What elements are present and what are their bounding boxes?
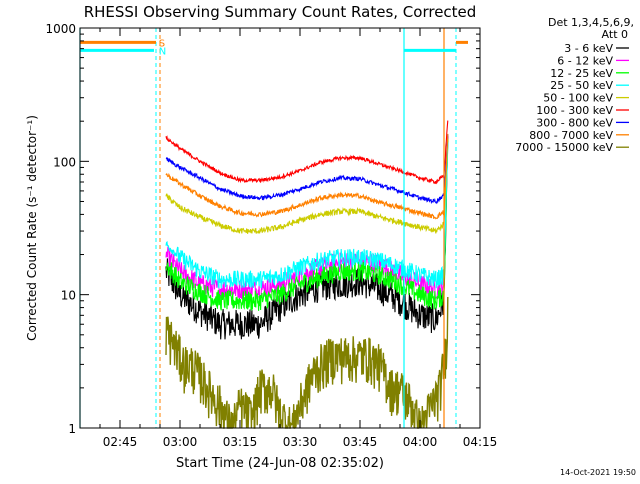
legend-label-4: 25 - 50 keV — [550, 79, 613, 92]
legend-header-line-2: Att 0 — [602, 28, 628, 41]
chart-title: RHESSI Observing Summary Count Rates, Co… — [84, 3, 477, 21]
legend-label-2: 6 - 12 keV — [557, 54, 613, 67]
series-line-6 — [165, 120, 449, 185]
x-tick-label-5: 03:45 — [343, 435, 378, 449]
series-line-9 — [165, 296, 449, 429]
annotation-n-label: N — [159, 46, 166, 57]
x-axis-label: Start Time (24-Jun-08 02:35:02) — [176, 456, 384, 471]
series-line-2 — [165, 135, 449, 301]
y-tick-label-2: 10 — [61, 289, 76, 303]
plot-area: SN 1 10 100 1000 02:45 03:00 03:15 03:30 03:45 04:… — [45, 22, 497, 449]
y-tick-label-4: 1000 — [45, 22, 76, 36]
legend-label-8: 800 - 7000 keV — [529, 129, 613, 142]
series-line-3 — [165, 139, 449, 312]
legend-label-6: 100 - 300 keV — [536, 104, 613, 117]
x-tick-label-4: 03:30 — [283, 435, 318, 449]
y-tick-label-1: 1 — [68, 422, 76, 436]
x-tick-label-7: 04:15 — [463, 435, 498, 449]
x-tick-label-1: 02:45 — [103, 435, 138, 449]
y-tick-label-3: 100 — [53, 155, 76, 169]
legend-label-9: 7000 - 15000 keV — [515, 141, 613, 154]
series-line-4 — [165, 142, 449, 289]
y-axis-label: Corrected Count Rate (s⁻¹ detector⁻¹) — [25, 115, 39, 341]
legend-label-1: 3 - 6 keV — [564, 42, 613, 55]
series-line-7 — [165, 134, 449, 205]
series-line-8 — [165, 133, 449, 220]
x-tick-label-2: 03:00 — [163, 435, 198, 449]
legend-label-7: 300 - 800 keV — [536, 116, 613, 129]
annotation-s-label: S — [159, 38, 165, 49]
legend-label-3: 12 - 25 keV — [550, 67, 613, 80]
footer-date: 14-Oct-2021 19:50 — [560, 468, 636, 477]
legend-label-5: 50 - 100 keV — [543, 92, 613, 105]
x-tick-label-6: 04:00 — [403, 435, 438, 449]
legend-header-line-1: Det 1,3,4,5,6,9, — [548, 16, 634, 29]
x-tick-label-3: 03:15 — [223, 435, 258, 449]
series-line-5 — [165, 138, 449, 234]
